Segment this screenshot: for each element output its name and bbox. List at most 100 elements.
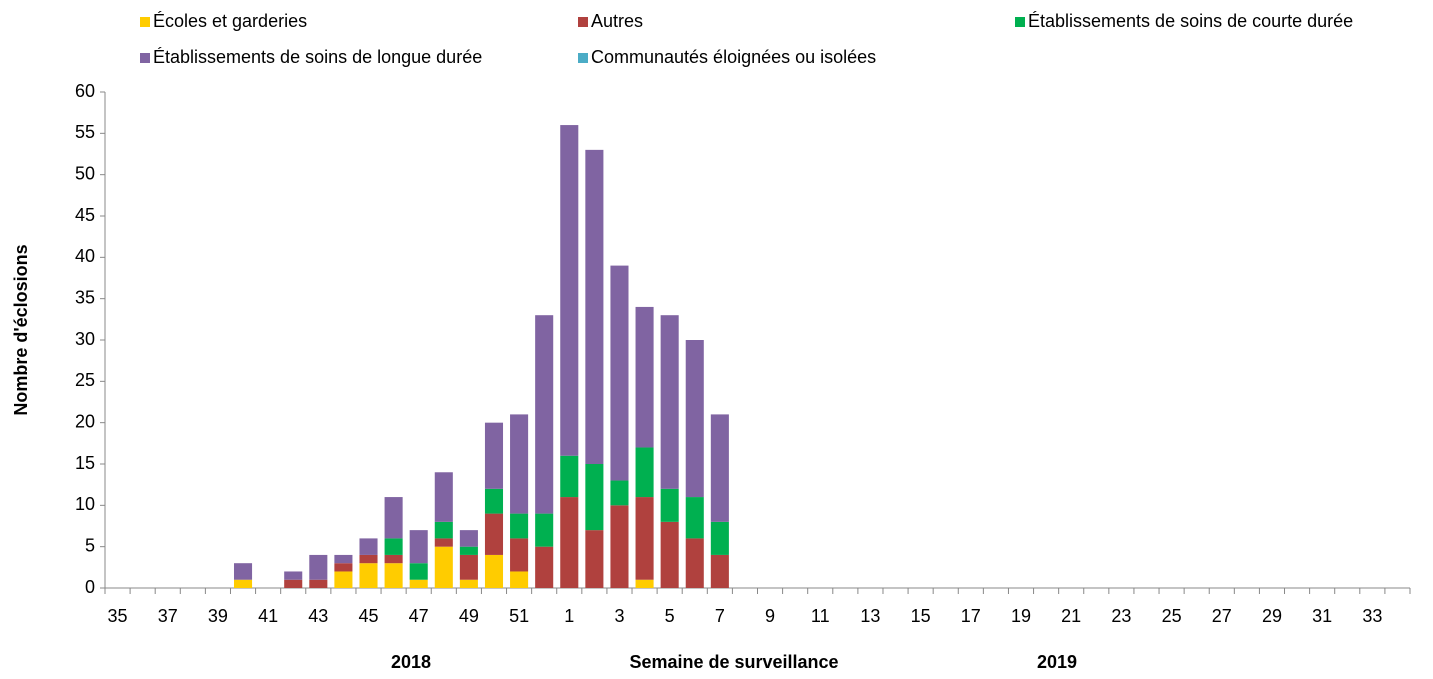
bar-segment [384, 538, 403, 555]
y-tick-label: 25 [75, 370, 95, 390]
bar-segment [359, 563, 378, 588]
x-tick-label: 13 [860, 606, 880, 626]
x-tick-label: 27 [1212, 606, 1232, 626]
bar-segment [710, 414, 729, 522]
x-tick-label: 35 [108, 606, 128, 626]
y-tick-label: 15 [75, 453, 95, 473]
legend-swatch [578, 53, 588, 63]
bar-segment [409, 563, 428, 580]
x-tick-label: 25 [1162, 606, 1182, 626]
y-tick-label: 35 [75, 287, 95, 307]
bar-segment [660, 488, 679, 522]
bar-segment [510, 513, 529, 539]
x-tick-label: 43 [308, 606, 328, 626]
x-tick-label: 41 [258, 606, 278, 626]
y-tick-label: 40 [75, 246, 95, 266]
bar-segment [660, 315, 679, 489]
bar-segment [635, 579, 654, 588]
x-tick-label: 21 [1061, 606, 1081, 626]
bar-segment [409, 530, 428, 564]
legend-label: Établissements de soins de courte durée [1028, 11, 1353, 31]
bar-segment [685, 497, 704, 539]
x-tick-label: 1 [564, 606, 574, 626]
y-tick-label: 50 [75, 163, 95, 183]
x-tick-label: 23 [1111, 606, 1131, 626]
legend-label: Communautés éloignées ou isolées [591, 47, 876, 67]
y-tick-label: 0 [85, 577, 95, 597]
bar-segment [685, 340, 704, 498]
x-tick-label: 9 [765, 606, 775, 626]
x-tick-label: 3 [614, 606, 624, 626]
bar-segment [284, 579, 303, 588]
x-tick-label: 37 [158, 606, 178, 626]
legend-swatch [1015, 17, 1025, 27]
bar-segment [334, 563, 353, 572]
bar-segment [585, 149, 604, 464]
bar-segment [384, 563, 403, 588]
bar-segment [685, 538, 704, 588]
bar-segment [660, 521, 679, 588]
year-label: 2018 [391, 652, 431, 672]
bar-segment [484, 422, 504, 489]
legend-swatch [578, 17, 588, 27]
y-tick-label: 5 [85, 535, 95, 555]
y-axis-label: Nombre d'éclosions [11, 244, 31, 415]
x-tick-label: 33 [1362, 606, 1382, 626]
bar-segment [635, 497, 654, 580]
bar-segment [510, 414, 529, 514]
y-tick-label: 10 [75, 494, 95, 514]
x-tick-label: 19 [1011, 606, 1031, 626]
bar-segment [560, 125, 579, 456]
bar-segment [434, 472, 453, 522]
x-tick-label: 47 [409, 606, 429, 626]
legend-label: Établissements de soins de longue durée [153, 47, 482, 67]
bar-segment [233, 579, 253, 588]
bar-segment [635, 306, 654, 448]
bar-segment [434, 521, 453, 539]
x-tick-label: 51 [509, 606, 529, 626]
x-tick-label: 45 [358, 606, 378, 626]
bar-segment [459, 554, 478, 580]
y-tick-label: 20 [75, 411, 95, 431]
bar-segment [484, 488, 504, 514]
bar-segment [535, 546, 554, 588]
x-tick-label: 5 [665, 606, 675, 626]
bar-segment [484, 513, 504, 555]
legend-swatch [140, 17, 150, 27]
y-tick-label: 45 [75, 205, 95, 225]
bar-segment [635, 447, 654, 498]
y-tick-label: 60 [75, 81, 95, 101]
y-tick-label: 55 [75, 122, 95, 142]
bar-segment [459, 579, 478, 588]
bar-segment [535, 513, 554, 547]
x-tick-label: 39 [208, 606, 228, 626]
bar-segment [359, 538, 378, 555]
legend-label: Écoles et garderies [153, 11, 307, 31]
bar-segment [334, 554, 353, 564]
x-tick-label: 29 [1262, 606, 1282, 626]
bar-segment [459, 530, 478, 547]
bar-segment [510, 538, 529, 572]
x-tick-label: 15 [911, 606, 931, 626]
legend-swatch [140, 53, 150, 63]
bar-segment [510, 571, 529, 588]
x-tick-label: 49 [459, 606, 479, 626]
bar-segment [284, 571, 303, 580]
bar-segment [535, 315, 554, 514]
bar-segment [560, 497, 579, 588]
x-tick-label: 11 [811, 606, 830, 626]
bar-segment [459, 546, 478, 555]
legend-label: Autres [591, 11, 643, 31]
bar-segment [334, 571, 353, 588]
bar-segment [610, 505, 629, 588]
bar-segment [233, 563, 253, 580]
x-axis-label: Semaine de surveillance [629, 652, 838, 672]
bar-segment [610, 265, 629, 481]
x-tick-label: 17 [961, 606, 981, 626]
bar-segment [434, 546, 453, 588]
bar-segment [384, 554, 403, 564]
bar-segment [359, 554, 378, 564]
bar-segment [434, 538, 453, 547]
bar-segment [585, 530, 604, 588]
bar-segment [585, 464, 604, 531]
